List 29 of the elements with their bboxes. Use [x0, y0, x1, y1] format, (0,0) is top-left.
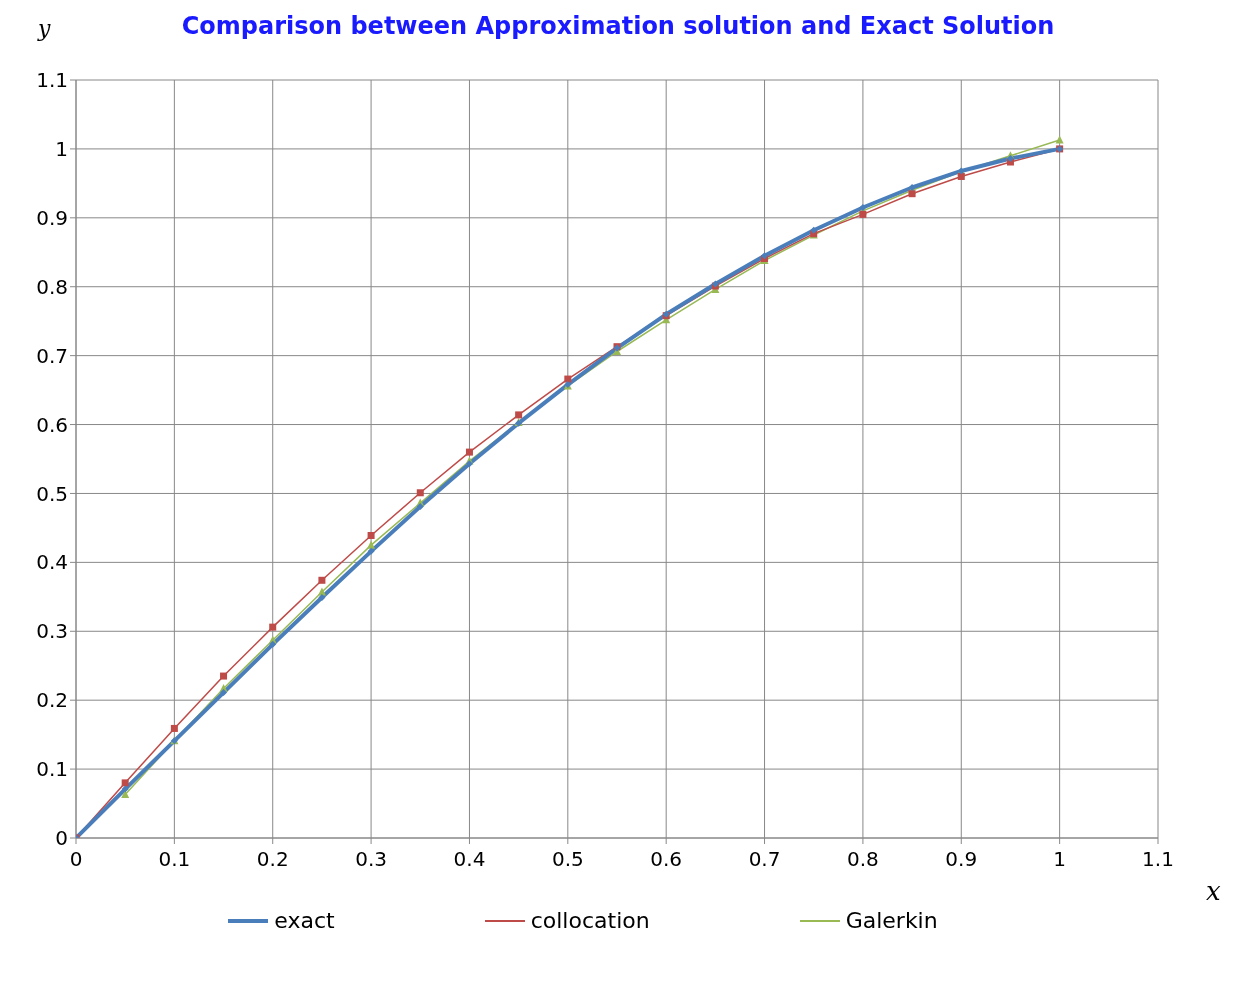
chart-title: Comparison between Approximation solution and Exact Solution [181, 12, 1055, 40]
y-tick-label: 0.3 [36, 619, 68, 644]
x-tick-label: 0.6 [650, 847, 683, 872]
y-tick-label: 0.6 [36, 412, 68, 437]
y-tick-label: 0.7 [36, 343, 68, 368]
y-tick-label: 0.5 [36, 481, 68, 506]
x-tick-label: 0.2 [256, 847, 289, 872]
x-tick-label: 0.9 [945, 847, 978, 872]
x-tick-label: 0.5 [551, 847, 584, 872]
x-axis-title: x [1206, 876, 1221, 906]
x-tick-label: 0.4 [453, 847, 486, 872]
x-tick-label: 1.1 [1142, 847, 1174, 872]
y-tick-label: 1 [55, 137, 68, 162]
legend-label: Galerkin [845, 908, 938, 933]
x-tick-label: 0.7 [748, 847, 781, 872]
x-tick-label: 0.1 [158, 847, 191, 872]
legend-label: exact [274, 908, 335, 933]
y-tick-label: 0.8 [36, 274, 68, 299]
x-tick-label: 0.3 [355, 847, 387, 872]
x-tick-label: 0.8 [847, 847, 879, 872]
x-tick-label: 1 [1053, 847, 1066, 872]
legend-label: collocation [530, 908, 650, 933]
y-tick-label: 0.4 [36, 550, 68, 575]
y-tick-label: 1.1 [36, 68, 68, 93]
y-tick-label: 0.9 [36, 205, 68, 230]
y-tick-label: 0 [55, 826, 68, 851]
y-axis-title: y [38, 16, 51, 41]
y-tick-label: 0.2 [36, 688, 68, 713]
y-tick-label: 0.1 [36, 757, 68, 782]
